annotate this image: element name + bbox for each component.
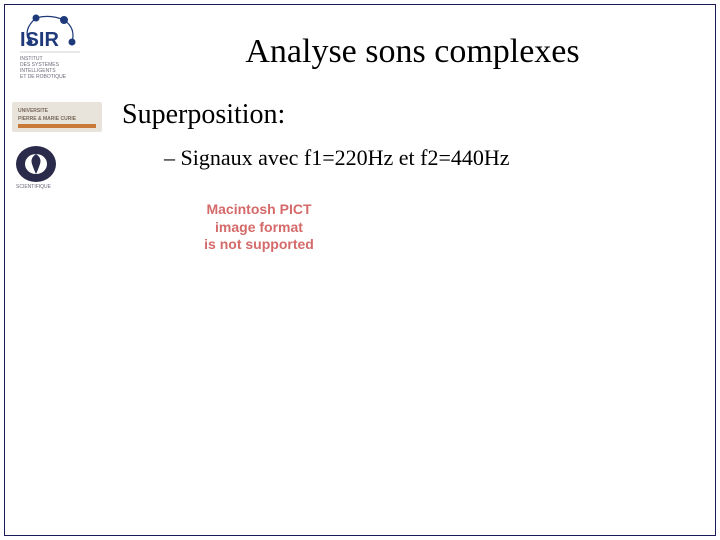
- bullet-text: – Signaux avec f1=220Hz et f2=440Hz: [164, 145, 705, 171]
- error-line: Macintosh PICT: [154, 201, 364, 219]
- logo-sidebar: ISIR INSTITUT DES SYSTEMES INTELLIGENTS …: [5, 5, 110, 535]
- isir-logo-icon: ISIR INSTITUT DES SYSTEMES INTELLIGENTS …: [12, 12, 102, 90]
- cnrs-logo: SCIENTIFIQUE: [11, 143, 79, 191]
- svg-text:ISIR: ISIR: [20, 29, 59, 51]
- svg-text:SCIENTIFIQUE: SCIENTIFIQUE: [16, 184, 52, 190]
- pict-error-message: Macintosh PICT image format is not suppo…: [154, 201, 364, 254]
- slide-frame: ISIR INSTITUT DES SYSTEMES INTELLIGENTS …: [4, 4, 716, 536]
- slide-subtitle: Superposition:: [122, 99, 705, 131]
- isir-logo: ISIR INSTITUT DES SYSTEMES INTELLIGENTS …: [11, 11, 103, 91]
- error-line: image format: [154, 219, 364, 237]
- slide-content: Analyse sons complexes Superposition: – …: [120, 13, 705, 254]
- svg-text:UNIVERSITE: UNIVERSITE: [18, 108, 49, 114]
- svg-text:PIERRE & MARIE CURIE: PIERRE & MARIE CURIE: [18, 116, 77, 122]
- svg-text:ET DE ROBOTIQUE: ET DE ROBOTIQUE: [20, 74, 67, 80]
- error-line: is not supported: [154, 236, 364, 254]
- universite-logo: UNIVERSITE PIERRE & MARIE CURIE: [11, 97, 103, 137]
- cnrs-logo-icon: SCIENTIFIQUE: [12, 144, 78, 190]
- slide-title: Analyse sons complexes: [120, 33, 705, 71]
- universite-logo-icon: UNIVERSITE PIERRE & MARIE CURIE: [12, 98, 102, 136]
